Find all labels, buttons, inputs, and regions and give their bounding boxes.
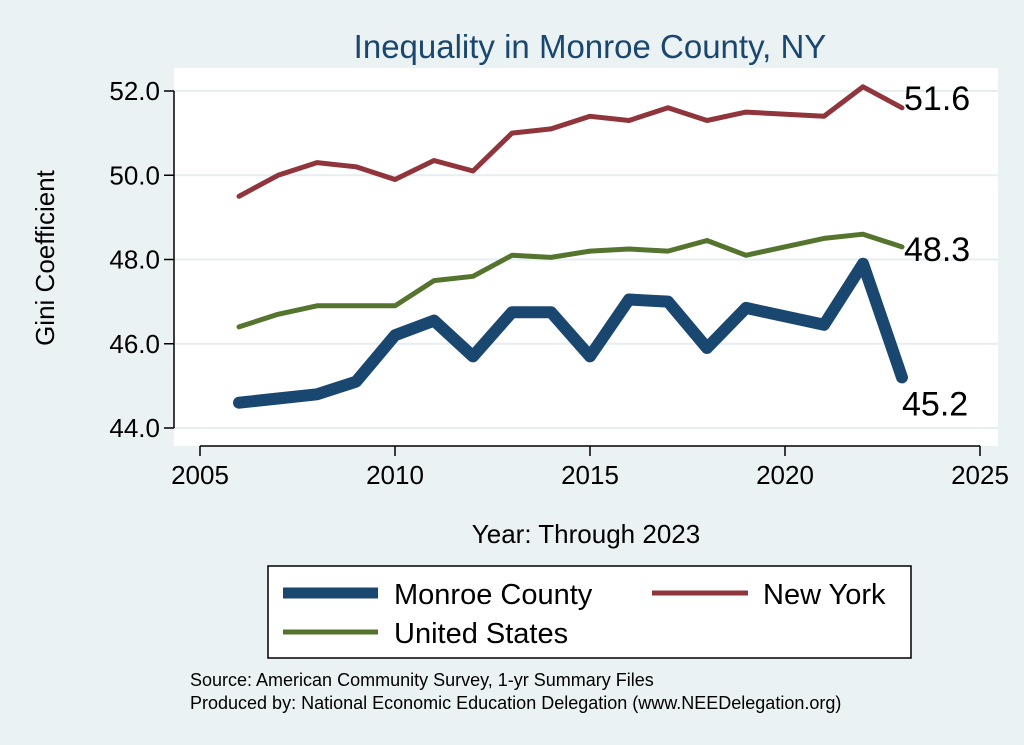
end-label-united-states: 48.3 [904, 231, 970, 269]
legend-box [267, 565, 912, 659]
y-axis-label: Gini Coefficient [30, 169, 60, 346]
end-labels: 45.2 51.6 48.3 [902, 80, 970, 424]
series-line-new-york [236, 84, 905, 199]
legend-label-new-york: New York [763, 579, 886, 611]
y-tick-label-52-0: 52.0 [109, 76, 160, 106]
legend-label-united-states: United States [394, 618, 568, 650]
x-axis-label: Year: Through 2023 [472, 519, 700, 549]
x-tick-label-2005: 2005 [171, 460, 229, 490]
legend-label-monroe-county: Monroe County [394, 579, 593, 611]
x-tick-label-2010: 2010 [366, 460, 424, 490]
x-tick-label-2020: 2020 [756, 460, 814, 490]
producer-note: Produced by: National Economic Education… [190, 693, 841, 713]
series-group [233, 84, 908, 409]
legend: Monroe County New York United States [267, 565, 912, 659]
y-tick-label-44-0: 44.0 [109, 413, 160, 443]
y-axis-ticks: 44.0 46.0 48.0 50.0 52.0 [109, 76, 174, 443]
plot-area [174, 68, 998, 446]
end-label-monroe-county: 45.2 [902, 385, 968, 423]
series-line-monroe-county [233, 257, 908, 409]
y-tick-label-48-0: 48.0 [109, 245, 160, 275]
y-tick-label-50-0: 50.0 [109, 160, 160, 190]
x-axis-ticks: 2005 2010 2015 2020 2025 [171, 446, 1009, 490]
y-tick-label-46-0: 46.0 [109, 329, 160, 359]
x-tick-label-2015: 2015 [561, 460, 619, 490]
chart-title: Inequality in Monroe County, NY [354, 28, 827, 65]
series-line-united-states [236, 231, 905, 330]
grid-lines [174, 90, 998, 429]
end-label-new-york: 51.6 [904, 80, 970, 118]
source-note: Source: American Community Survey, 1-yr … [190, 670, 654, 690]
x-tick-label-2025: 2025 [951, 460, 1009, 490]
